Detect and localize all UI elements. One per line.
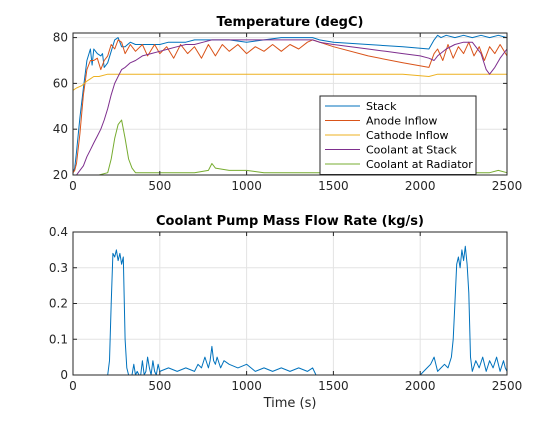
x-tick-label: 1500 <box>318 379 349 393</box>
legend-label: Anode Inflow <box>366 115 437 128</box>
x-tick-label: 500 <box>148 379 171 393</box>
y-tick-label: 0 <box>60 368 68 382</box>
y-tick-label: 20 <box>53 168 68 182</box>
series-line-anode-inflow <box>72 39 508 173</box>
x-tick-label: 2500 <box>492 179 523 193</box>
x-axis-label: Time (s) <box>263 396 317 411</box>
y-tick-label: 0.4 <box>49 225 68 239</box>
y-tick-label: 0.3 <box>49 261 68 275</box>
x-tick-label: 0 <box>69 379 77 393</box>
chart-title: Temperature (degC) <box>217 15 364 30</box>
legend-label: Stack <box>366 100 397 113</box>
y-tick-label: 60 <box>53 76 68 90</box>
y-tick-label: 0.1 <box>49 332 68 346</box>
temperature-axes: 0 500 1000 1500 2000 2500 20 40 60 80 Temperature … <box>53 15 523 193</box>
x-tick-label: 0 <box>69 179 77 193</box>
x-tick-label: 1500 <box>318 179 349 193</box>
x-tick-label: 2000 <box>405 179 436 193</box>
x-tick-label: 1000 <box>231 179 262 193</box>
chart-title: Coolant Pump Mass Flow Rate (kg/s) <box>156 214 424 229</box>
y-tick-label: 40 <box>53 122 68 136</box>
legend-label: Cathode Inflow <box>366 129 449 142</box>
axes-box <box>72 32 508 176</box>
flow-rate-axes: 0 500 1000 1500 2000 2500 0 0.1 0.2 0.3 0.4 Coolant… <box>49 214 522 411</box>
series-line-flow-0 <box>73 245 508 376</box>
series-line-coolant-at-stack <box>73 39 508 176</box>
x-tick-label: 2000 <box>405 379 436 393</box>
y-tick-label: 80 <box>53 31 68 45</box>
x-tick-label: 500 <box>148 179 171 193</box>
series-line-stack <box>72 34 508 173</box>
x-tick-label: 1000 <box>231 379 262 393</box>
series-line-cathode-inflow <box>72 73 507 91</box>
x-tick-label: 2500 <box>492 379 523 393</box>
legend-label: Coolant at Radiator <box>366 158 473 171</box>
y-tick-label: 0.2 <box>49 297 68 311</box>
legend-label: Coolant at Stack <box>366 144 457 157</box>
